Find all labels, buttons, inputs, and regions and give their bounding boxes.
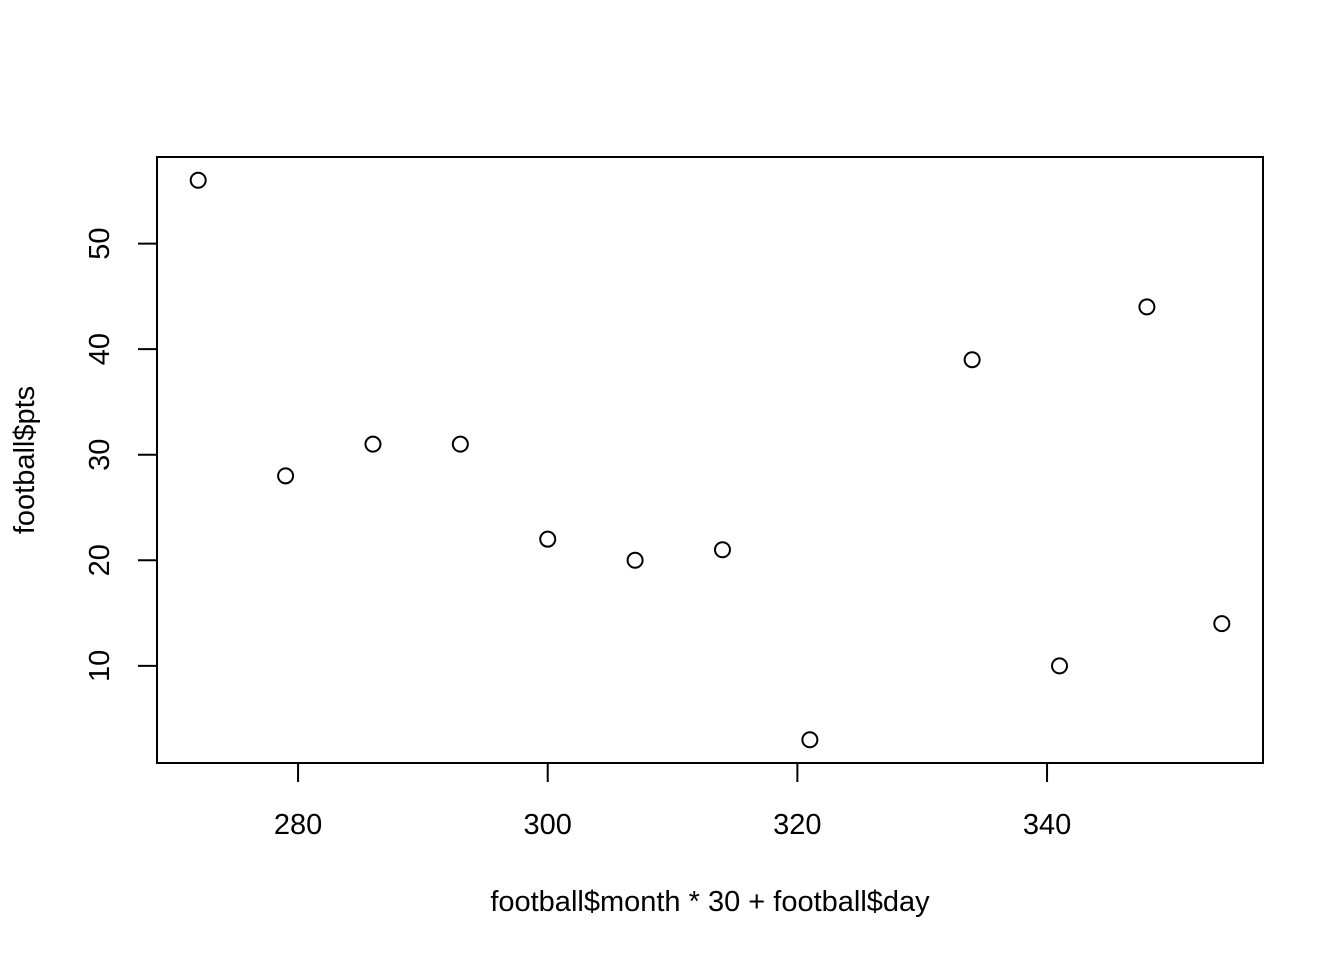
data-point [189, 171, 207, 189]
data-point [1213, 615, 1231, 633]
y-tick-label: 20 [84, 544, 116, 576]
y-axis: 10 20 30 40 50 [84, 227, 158, 682]
data-point [963, 351, 981, 369]
y-axis-title: football$pts [9, 386, 41, 534]
y-tick-label: 30 [84, 439, 116, 471]
data-point [364, 435, 382, 453]
x-tick-label: 280 [274, 809, 322, 841]
data-point [626, 551, 644, 569]
data-points [189, 171, 1231, 749]
plot-frame [156, 156, 1264, 764]
data-point [539, 530, 557, 548]
x-tick-label: 320 [773, 809, 821, 841]
data-point [451, 435, 469, 453]
data-point [713, 541, 731, 559]
y-tick-label: 40 [84, 333, 116, 365]
y-tick-label: 50 [84, 227, 116, 259]
y-tick-label: 10 [84, 650, 116, 682]
data-point [801, 731, 819, 749]
x-axis-title: football$month * 30 + football$day [490, 886, 930, 918]
x-axis: 280 300 320 340 [274, 762, 1071, 841]
x-tick-label: 340 [1023, 809, 1071, 841]
data-point [1138, 298, 1156, 316]
data-point [277, 467, 295, 485]
x-tick-label: 300 [524, 809, 572, 841]
data-point [1051, 657, 1069, 675]
